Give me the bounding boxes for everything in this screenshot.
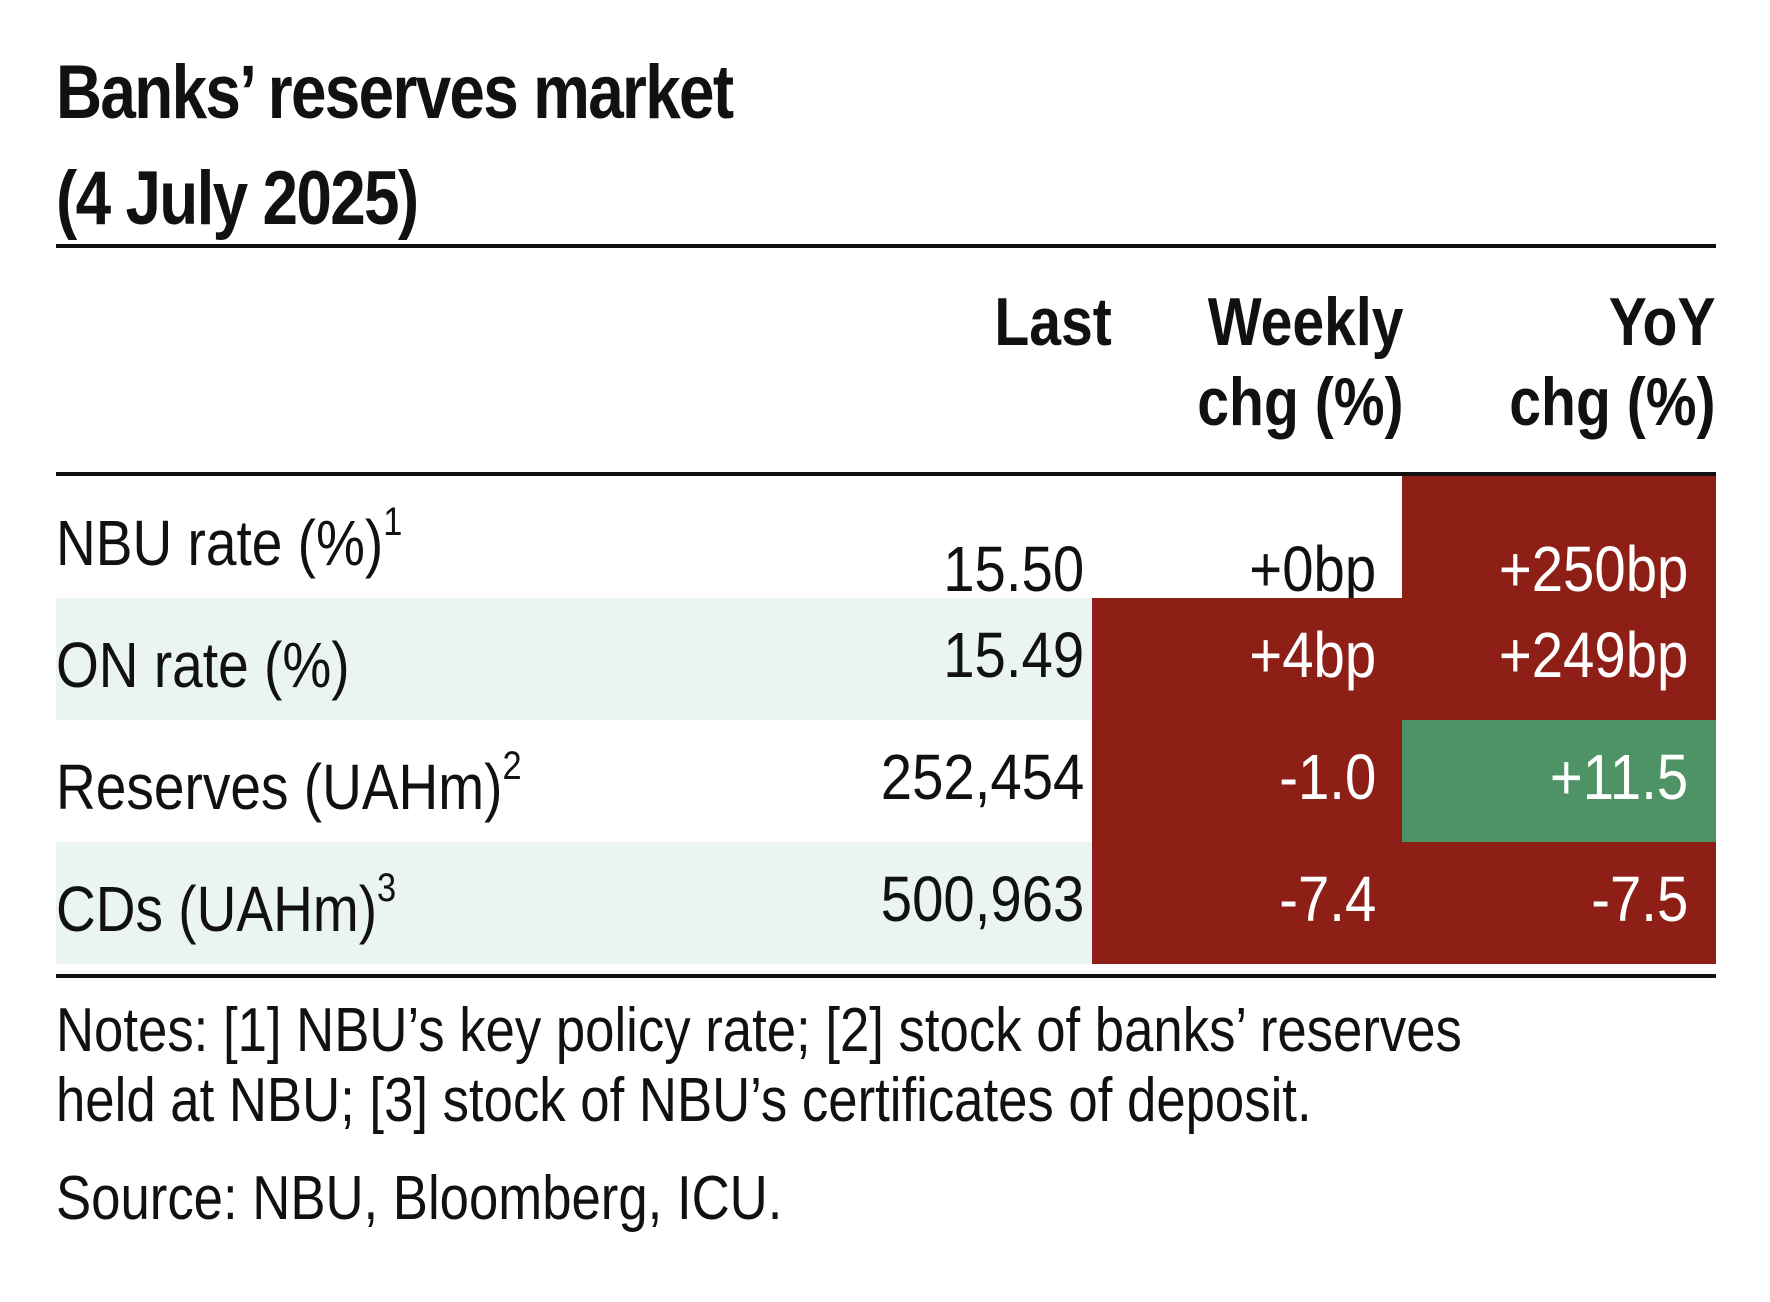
value-weekly-chg: -1.0 xyxy=(1278,741,1376,813)
row-label: CDs (UAHm)3 xyxy=(56,868,396,946)
weekly-heat-cell xyxy=(1092,842,1402,964)
row-label: ON rate (%) xyxy=(56,628,350,702)
footnote-marker: 2 xyxy=(502,744,522,788)
value-yoy-chg: +11.5 xyxy=(1549,741,1688,813)
footnote-marker: 1 xyxy=(383,500,403,544)
row-label-text: CDs (UAHm) xyxy=(56,873,378,945)
row-label-text: NBU rate (%) xyxy=(56,507,384,579)
bottom-rule xyxy=(56,974,1716,978)
value-last: 252,454 xyxy=(880,741,1084,813)
value-last: 15.50 xyxy=(943,533,1084,605)
row-label: Reserves (UAHm)2 xyxy=(56,746,522,824)
title-line-1: Banks’ reserves market xyxy=(56,50,734,135)
table-row: Reserves (UAHm)2 252,454 -1.0 +11.5 xyxy=(56,720,1716,842)
value-weekly-chg: -7.4 xyxy=(1278,863,1376,935)
column-header-yoy: YoY chg (%) xyxy=(1509,284,1716,440)
table-row: ON rate (%) 15.49 +4bp +249bp xyxy=(56,598,1716,720)
title-line-2: (4 July 2025) xyxy=(56,156,419,241)
yoy-heat-cell xyxy=(1402,476,1716,598)
yoy-heat-cell xyxy=(1402,720,1716,842)
value-yoy-chg: +250bp xyxy=(1498,533,1688,605)
value-weekly-chg: +4bp xyxy=(1249,619,1376,691)
row-label: NBU rate (%)1 xyxy=(56,502,402,580)
yoy-heat-cell xyxy=(1402,598,1716,720)
value-last: 15.49 xyxy=(943,619,1084,691)
column-header-last: Last xyxy=(994,284,1112,360)
notes-line-1: Notes: [1] NBU’s key policy rate; [2] st… xyxy=(56,996,1462,1065)
value-last: 500,963 xyxy=(880,863,1084,935)
row-label-text: ON rate (%) xyxy=(56,629,350,701)
header-rule xyxy=(56,472,1716,476)
table-row: NBU rate (%)1 15.50 +0bp +250bp xyxy=(56,476,1716,605)
top-rule xyxy=(56,244,1716,248)
yoy-heat-cell xyxy=(1402,842,1716,964)
table-row: CDs (UAHm)3 500,963 -7.4 -7.5 xyxy=(56,842,1716,964)
value-yoy-chg: +249bp xyxy=(1498,619,1688,691)
column-header-weekly: Weekly chg (%) xyxy=(1197,284,1404,440)
weekly-heat-cell xyxy=(1092,598,1402,720)
value-weekly-chg: +0bp xyxy=(1249,533,1376,605)
notes-line-2: held at NBU; [3] stock of NBU’s certific… xyxy=(56,1066,1312,1135)
table-title: Banks’ reserves market (4 July 2025) xyxy=(56,40,734,252)
weekly-heat-cell xyxy=(1092,720,1402,842)
row-label-text: Reserves (UAHm) xyxy=(56,751,503,823)
source-note: Source: NBU, Bloomberg, ICU. xyxy=(56,1164,783,1233)
footnote-marker: 3 xyxy=(377,866,397,910)
value-yoy-chg: -7.5 xyxy=(1590,863,1688,935)
